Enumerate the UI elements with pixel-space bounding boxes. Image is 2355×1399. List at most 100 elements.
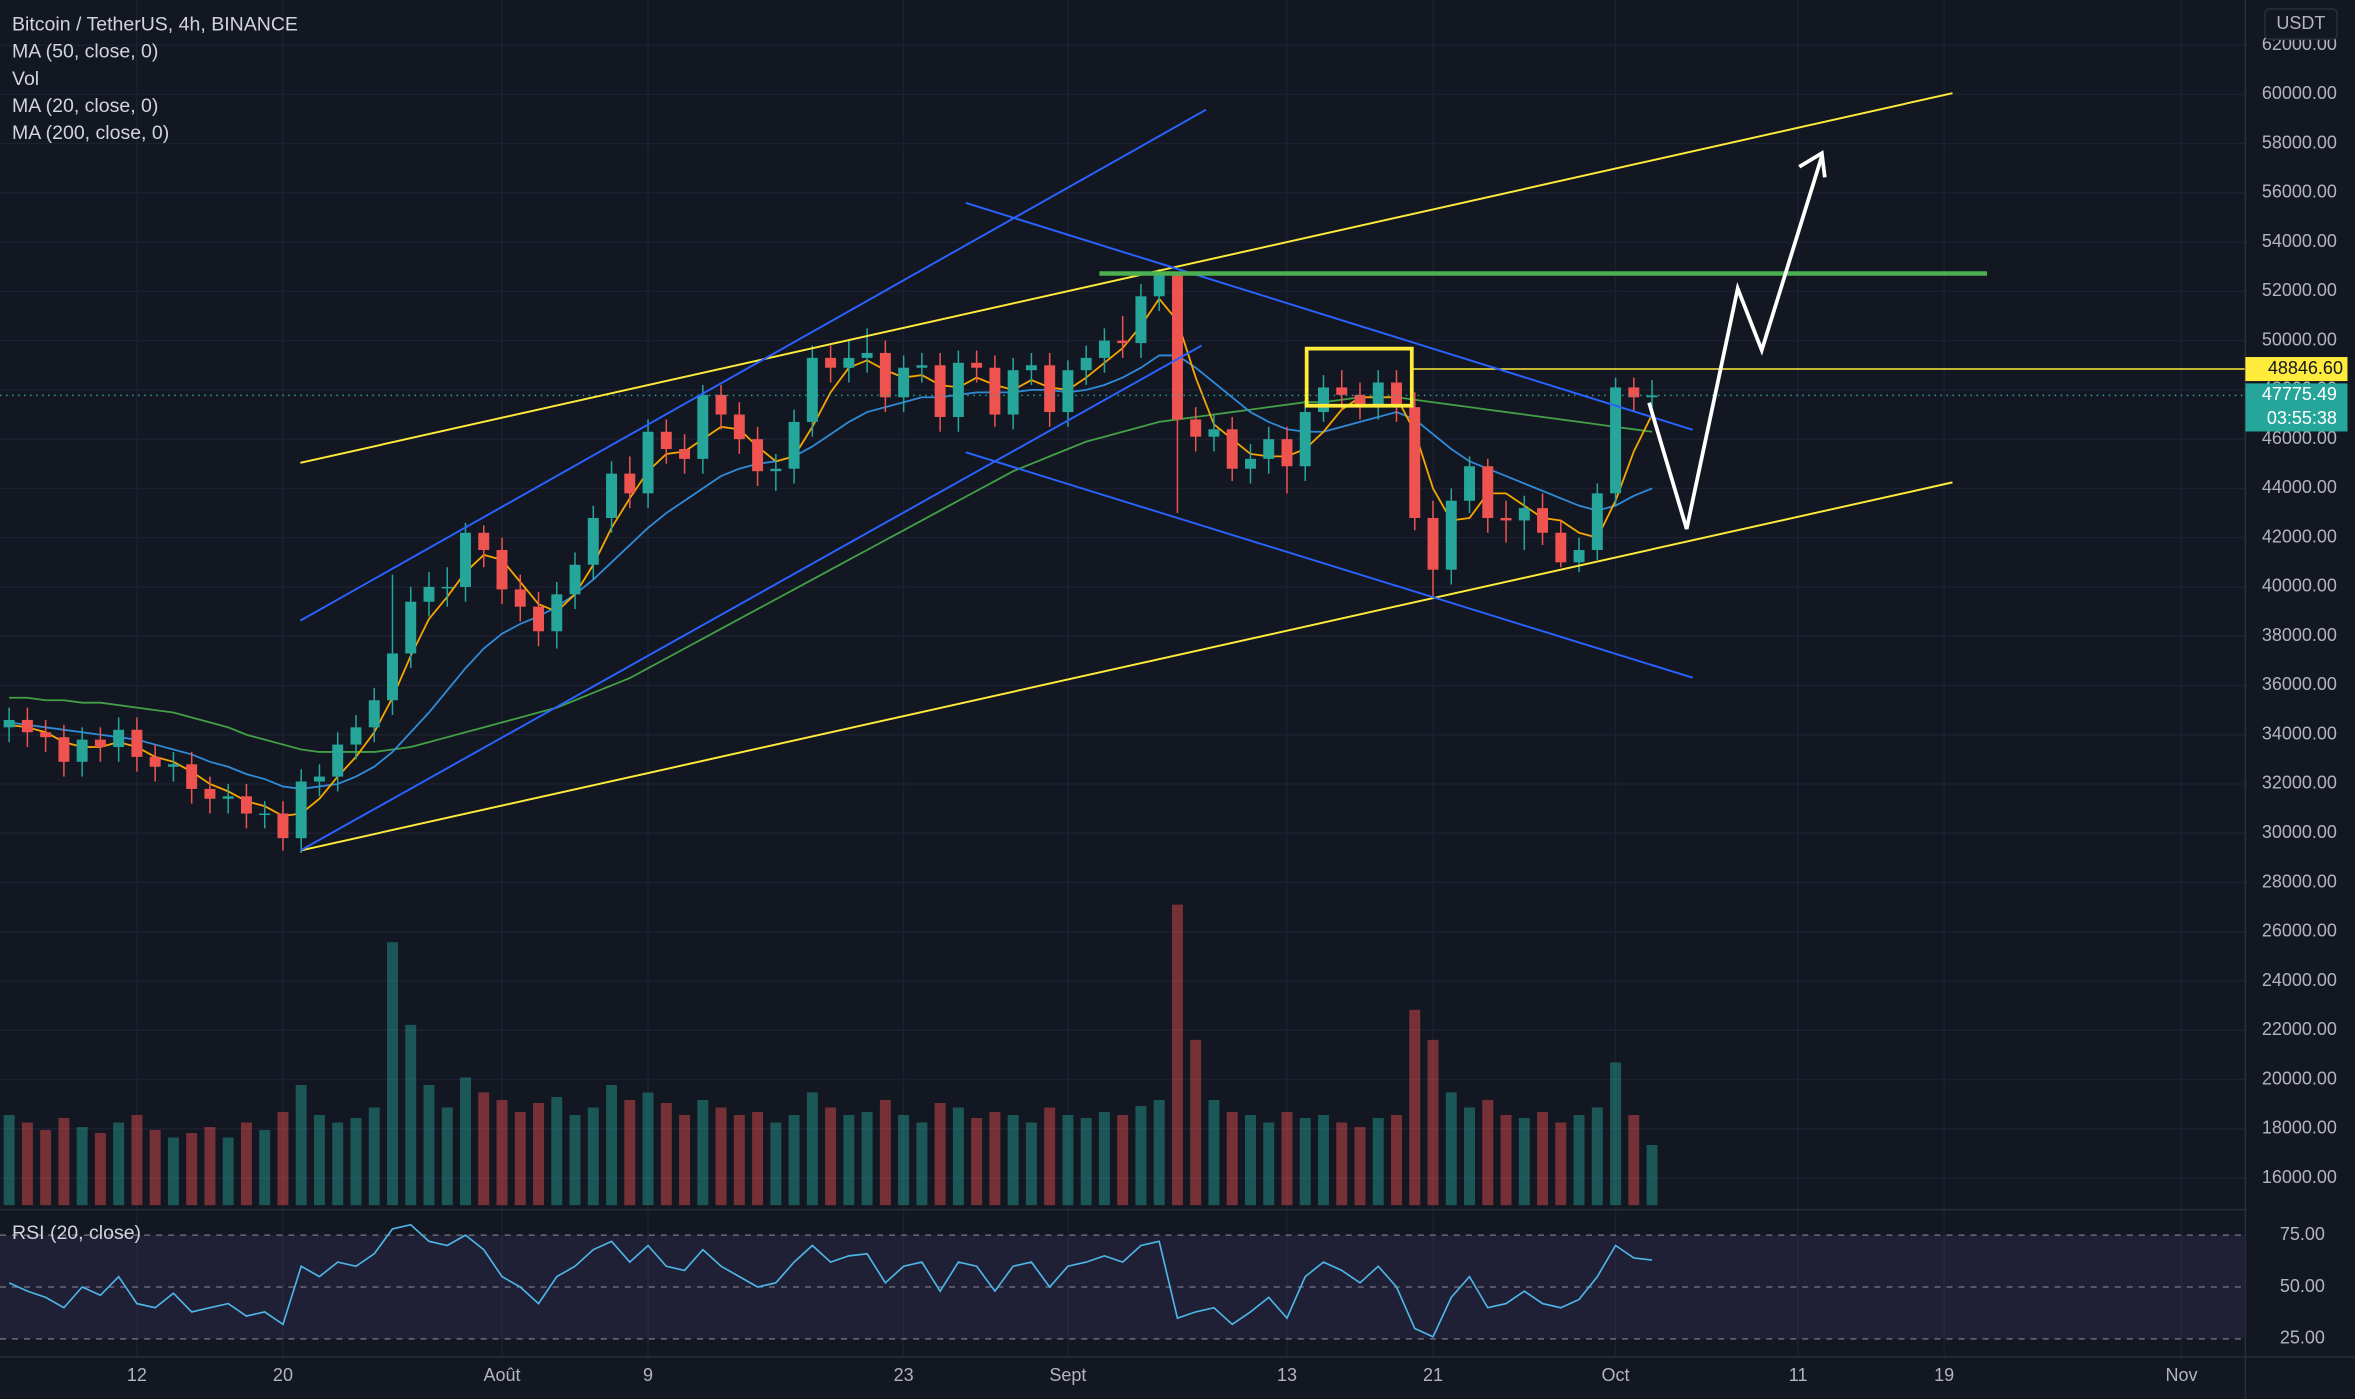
y-tick-label: 24000.00 [2262, 970, 2337, 990]
currency-box [2264, 8, 2338, 40]
projection-path [1647, 155, 1824, 530]
volume-bar [1318, 1114, 1329, 1206]
volume-bar [76, 1127, 88, 1206]
candle-body [1573, 549, 1585, 563]
volume-bar [1171, 904, 1183, 1206]
candle-body [1318, 387, 1329, 413]
volume-bar [113, 1122, 125, 1206]
x-tick-label: Sept [1049, 1365, 1086, 1385]
y-tick-label: 20000.00 [2262, 1068, 2337, 1088]
rsi-tick-label: 50.00 [2280, 1276, 2325, 1296]
candle-body [131, 729, 143, 757]
candle-body [1646, 395, 1658, 398]
last-price-label: 47775.49 [2262, 384, 2337, 404]
volume-bar [1427, 1039, 1439, 1206]
candle-body [478, 532, 490, 550]
volume-bar [1007, 1114, 1019, 1206]
candle-body [1190, 419, 1202, 437]
volume-bar [1190, 1039, 1202, 1206]
rsi-tick-label: 25.00 [2280, 1328, 2325, 1348]
volume-bar [1646, 1145, 1658, 1206]
trend-line [965, 201, 1693, 431]
volume-bar [843, 1114, 855, 1206]
legend-entry: MA (200, close, 0) [12, 122, 169, 144]
candle-body [113, 729, 125, 748]
candle-body [934, 365, 946, 417]
candle-body [94, 739, 106, 748]
y-tick-label: 42000.00 [2262, 526, 2337, 546]
x-tick-label: 21 [1423, 1365, 1443, 1385]
candle-body [916, 365, 928, 368]
volume-bar [1080, 1117, 1092, 1206]
candle-body [149, 756, 161, 767]
volume-bar [1537, 1111, 1549, 1206]
volume-bar [606, 1084, 618, 1206]
highlight-box [1304, 346, 1414, 408]
volume-bar [58, 1117, 70, 1206]
candle-body [1354, 394, 1366, 408]
volume-bar [131, 1114, 143, 1206]
volume-bar [952, 1107, 964, 1206]
volume-bar [460, 1077, 471, 1206]
volume-bar [1500, 1114, 1512, 1206]
candle-body [952, 362, 964, 417]
volume-bar [733, 1114, 745, 1206]
x-tick-label: 19 [1934, 1365, 1954, 1385]
volume-bar [3, 1114, 15, 1206]
candle-body [1044, 365, 1056, 413]
y-tick-label: 54000.00 [2262, 231, 2337, 251]
y-tick-label: 44000.00 [2262, 477, 2337, 497]
volume-bar [186, 1133, 198, 1206]
candle-body [387, 653, 398, 701]
volume-bar [277, 1111, 289, 1206]
candle-body [752, 439, 764, 472]
volume-bar [861, 1111, 873, 1206]
volume-bar [332, 1122, 344, 1206]
currency: USDT [2276, 13, 2325, 33]
candle-body [1098, 340, 1110, 358]
volume-bar [1445, 1092, 1457, 1206]
volume-bar [259, 1130, 271, 1206]
volume-bar [496, 1099, 508, 1206]
trend-line [965, 451, 1693, 679]
volume-bar [1555, 1122, 1567, 1206]
y-tick-label: 56000.00 [2262, 182, 2337, 202]
candle-body [879, 352, 891, 398]
candle-body [1372, 382, 1384, 408]
candle-body [277, 813, 289, 839]
legend-entry: MA (50, close, 0) [12, 41, 158, 63]
volume-bar [1062, 1114, 1074, 1206]
price-line-box [2245, 357, 2348, 382]
candle-body [624, 473, 636, 494]
candle-body [496, 549, 508, 590]
candle-body [1244, 458, 1256, 469]
x-tick-label: 12 [127, 1365, 147, 1385]
candle-body [1062, 370, 1074, 413]
candle-body [441, 586, 453, 589]
volume-bar [934, 1102, 946, 1206]
candle-body [514, 589, 526, 607]
candle-body [1482, 466, 1494, 518]
volume-bar [295, 1084, 307, 1206]
candle-body [1226, 429, 1238, 469]
y-tick-label: 38000.00 [2262, 625, 2337, 645]
volume-bar [1409, 1009, 1421, 1206]
candle-body [40, 732, 52, 738]
candle-body [660, 431, 672, 450]
legend-entry: Vol [12, 68, 39, 90]
volume-bar [1299, 1117, 1311, 1206]
y-tick-label: 50000.00 [2262, 329, 2337, 349]
candle-body [533, 606, 544, 632]
candle-body [1171, 274, 1183, 420]
candle-body [259, 813, 271, 816]
trend-line [300, 481, 1953, 852]
candle-body [204, 788, 216, 799]
candle-body [1391, 382, 1402, 408]
volume-bar [1482, 1099, 1494, 1206]
volume-bar [1391, 1114, 1402, 1206]
trend-line [299, 108, 1207, 622]
y-tick-label: 52000.00 [2262, 280, 2337, 300]
candle-body [898, 367, 910, 398]
volume-bar [204, 1127, 216, 1206]
